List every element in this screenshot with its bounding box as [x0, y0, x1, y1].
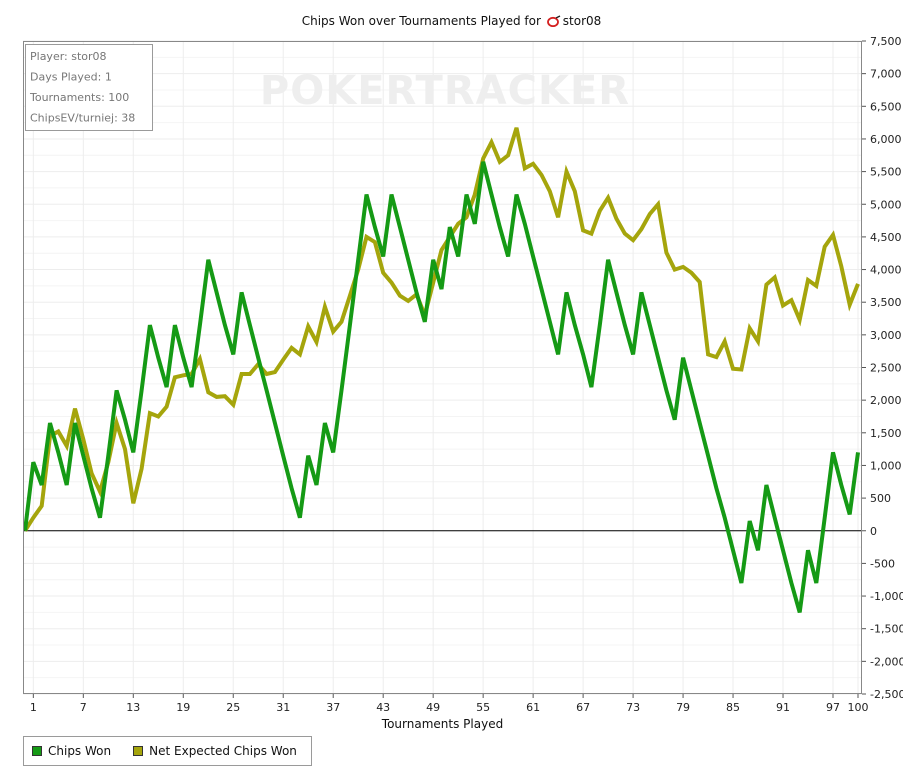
chart-title-prefix: Chips Won over Tournaments Played for [301, 14, 541, 28]
y-axis-tick-label: -2,500 [870, 688, 903, 701]
plot-border [23, 41, 862, 694]
x-axis-tick-label: 61 [526, 701, 540, 714]
x-axis-tick-label: 49 [426, 701, 440, 714]
y-axis-tick-label: 500 [870, 492, 891, 505]
x-axis-tick-label: 79 [676, 701, 690, 714]
y-axis-tick-label: 1,000 [870, 459, 902, 472]
y-axis-tick-label: 7,000 [870, 68, 902, 81]
legend-label-chips-won: Chips Won [48, 744, 112, 758]
grid-lines [23, 40, 862, 695]
x-axis-tick-label: 73 [626, 701, 640, 714]
info-box-frame [25, 44, 153, 131]
y-axis-tick-label: 4,000 [870, 264, 902, 277]
y-axis-tick-label: 5,000 [870, 198, 902, 211]
x-axis-tick-label: 43 [376, 701, 390, 714]
x-axis-tick-label: 37 [326, 701, 340, 714]
x-axis-tick-label: 19 [176, 701, 190, 714]
x-axis-tick-label: 1 [30, 701, 37, 714]
x-axis-tick-label: 97 [826, 701, 840, 714]
legend-item-chips-won: Chips Won [32, 744, 111, 758]
x-axis-tick-label: 85 [726, 701, 740, 714]
y-axis-tick-label: -2,000 [870, 655, 903, 668]
y-axis-tick-label: 6,000 [870, 133, 902, 146]
x-axis-tick-label: 91 [776, 701, 790, 714]
info-box-row: Player: stor08 [30, 50, 107, 63]
series-line-chips-won [23, 161, 860, 613]
legend-swatch-chips-won [32, 746, 42, 756]
y-axis-tick-label: 1,500 [870, 427, 902, 440]
y-axis-tick-label: -500 [870, 557, 895, 570]
series-line-net-expected-chips-won [23, 127, 860, 532]
watermark-text: POKERTRACKER [260, 68, 630, 114]
y-axis-tick-label: -1,500 [870, 623, 903, 636]
y-axis-tick-label: 7,500 [870, 35, 902, 48]
info-box: Player: stor08 Days Played: 1 Tournaments:… [25, 44, 153, 131]
legend: Chips Won Net Expected Chips Won [23, 736, 312, 766]
info-box-row: Days Played: 1 [30, 71, 112, 84]
x-axis-tick-label: 55 [476, 701, 490, 714]
y-axis-tick-label: 6,500 [870, 100, 902, 113]
poker-chip-logo-icon [546, 15, 561, 27]
y-axis-tick-label: 3,000 [870, 329, 902, 342]
info-box-row: ChipsEV/turniej: 38 [30, 112, 135, 125]
info-box-row: Tournaments: 100 [29, 91, 129, 104]
x-axis-tick-label: 25 [226, 701, 240, 714]
y-axis-tick-label: 4,500 [870, 231, 902, 244]
y-axis-tick-label: 2,500 [870, 362, 902, 375]
y-axis-tick-label: 5,500 [870, 166, 902, 179]
legend-label-net-expected: Net Expected Chips Won [149, 744, 297, 758]
y-axis-tick-label: 2,000 [870, 394, 902, 407]
x-axis-tick-label: 100 [848, 701, 869, 714]
legend-item-net-expected: Net Expected Chips Won [133, 744, 297, 758]
x-axis-tick-label: 13 [126, 701, 140, 714]
y-axis-tick-label: 0 [870, 525, 877, 538]
x-axis-tick-label: 7 [80, 701, 87, 714]
x-axis-tick-label: 31 [276, 701, 290, 714]
chart-title-player: stor08 [562, 14, 602, 28]
y-axis-tick-label: 3,500 [870, 296, 902, 309]
x-axis-tick-label: 67 [576, 701, 590, 714]
chart-title: Chips Won over Tournaments Played for st… [0, 14, 903, 28]
legend-swatch-net-expected [133, 746, 144, 756]
y-axis-tick-label: -1,000 [870, 590, 903, 603]
x-axis-title: Tournaments Played [381, 717, 503, 731]
